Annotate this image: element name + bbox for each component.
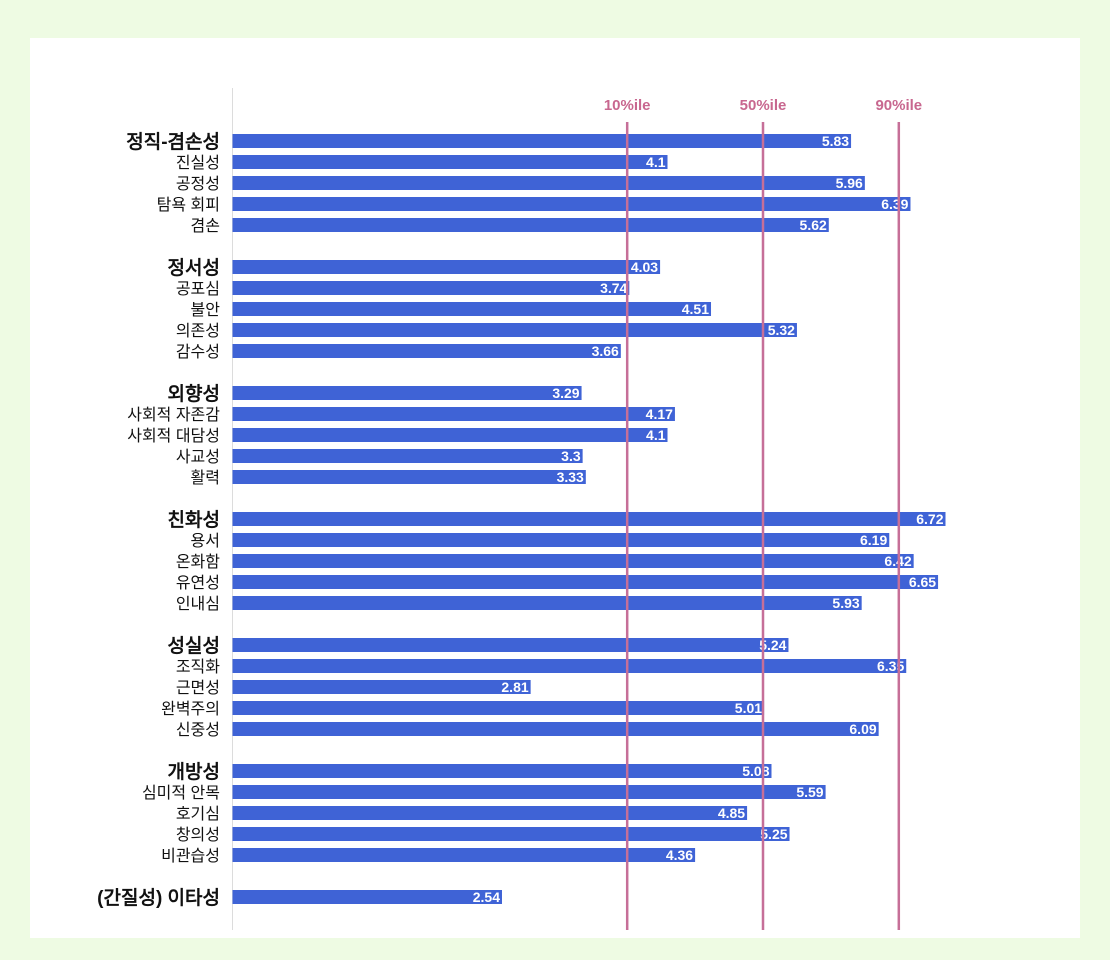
bar-value-label: 2.54: [473, 889, 500, 905]
bar-value-label: 5.62: [800, 217, 827, 233]
group-bar: [232, 890, 502, 904]
bar-value-label: 4.1: [646, 427, 666, 443]
bar-value-label: 4.51: [682, 301, 709, 317]
bar-value-label: 6.65: [909, 574, 936, 590]
bar-value-label: 4.36: [666, 847, 693, 863]
bar-value-label: 6.09: [849, 721, 876, 737]
facet-label: 겸손: [191, 217, 220, 235]
group-label: (간질성) 이타성: [97, 887, 220, 909]
facet-label: 비관습성: [161, 847, 220, 865]
group-label: 성실성: [168, 635, 220, 657]
facet-bar: [232, 848, 696, 862]
reference-line-label: 10%ile: [604, 97, 651, 114]
facet-label: 근면성: [176, 679, 220, 697]
bar-value-label: 5.59: [796, 784, 823, 800]
group-label: 친화성: [168, 509, 220, 531]
bar-value-label: 6.35: [877, 658, 904, 674]
facet-bar: [232, 722, 879, 736]
group-bar: [232, 386, 582, 400]
bar-value-label: 6.19: [860, 532, 887, 548]
bar-value-label: 3.74: [600, 280, 627, 296]
bar-value-label: 3.3: [561, 448, 581, 464]
facet-label: 사교성: [176, 448, 220, 466]
facet-label: 인내심: [176, 595, 220, 613]
bar-value-label: 3.29: [552, 385, 579, 401]
facet-bar: [232, 428, 668, 442]
bar-value-label: 5.25: [760, 826, 787, 842]
group-bar: [232, 764, 772, 778]
facet-bar: [232, 407, 675, 421]
bar-value-label: 3.66: [592, 343, 619, 359]
group-label: 정서성: [168, 257, 220, 279]
facet-bar: [232, 554, 914, 568]
facet-label: 사회적 자존감: [127, 406, 220, 424]
facet-label: 공정성: [176, 175, 220, 193]
facet-bar: [232, 323, 797, 337]
group-label: 외향성: [168, 383, 220, 405]
facet-bar: [232, 575, 939, 589]
facet-bar: [232, 680, 531, 694]
facet-label: 의존성: [176, 322, 220, 340]
facet-bar: [232, 176, 865, 190]
facet-label: 용서: [191, 532, 220, 550]
facet-label: 사회적 대담성: [127, 427, 220, 445]
facet-label: 감수성: [176, 343, 220, 361]
facet-label: 심미적 안목: [142, 784, 220, 802]
facet-label: 창의성: [176, 826, 220, 844]
facet-bar: [232, 281, 630, 295]
bar-value-label: 5.08: [742, 763, 769, 779]
facet-label: 진실성: [176, 154, 220, 172]
bar-value-label: 6.72: [916, 511, 943, 527]
bar-value-label: 5.24: [759, 637, 786, 653]
reference-line-label: 50%ile: [740, 97, 787, 114]
bar-value-label: 5.83: [822, 133, 849, 149]
facet-bar: [232, 470, 586, 484]
bar-value-label: 3.33: [557, 469, 584, 485]
facet-label: 유연성: [176, 574, 220, 592]
group-label: 개방성: [168, 761, 220, 783]
bar-value-label: 4.03: [631, 259, 658, 275]
group-label: 정직-겸손성: [126, 131, 220, 153]
facet-label: 탐욕 회피: [157, 196, 220, 214]
bar-value-label: 2.81: [501, 679, 528, 695]
facet-label: 불안: [191, 301, 221, 319]
reference-line-label: 90%ile: [875, 97, 922, 114]
facet-bar: [232, 701, 765, 715]
facet-bar: [232, 449, 583, 463]
facet-label: 신중성: [176, 721, 220, 739]
bar-value-label: 4.1: [646, 154, 666, 170]
facet-bar: [232, 302, 712, 316]
bar-value-label: 6.39: [881, 196, 908, 212]
facet-bar: [232, 596, 862, 610]
facet-bar: [232, 785, 826, 799]
group-bar: [232, 638, 789, 652]
bar-value-label: 4.17: [646, 406, 673, 422]
facet-bar: [232, 155, 668, 169]
facet-bar: [232, 533, 890, 547]
facet-label: 조직화: [176, 658, 220, 676]
bar-value-label: 5.32: [768, 322, 795, 338]
group-bar: [232, 512, 946, 526]
bar-value-label: 4.85: [718, 805, 745, 821]
facet-bar: [232, 218, 829, 232]
bar-value-label: 5.96: [836, 175, 863, 191]
bar-value-label: 5.93: [832, 595, 859, 611]
facet-bar: [232, 806, 748, 820]
facet-bar: [232, 659, 907, 673]
facet-label: 완벽주의: [161, 700, 220, 718]
facet-bar: [232, 827, 790, 841]
facet-label: 활력: [191, 469, 220, 487]
facet-label: 공포심: [176, 280, 220, 298]
group-bar: [232, 134, 852, 148]
facet-bar: [232, 344, 621, 358]
facet-bar: [232, 197, 911, 211]
bar-value-label: 5.01: [735, 700, 762, 716]
facet-label: 온화함: [176, 553, 220, 571]
facet-label: 호기심: [176, 805, 220, 823]
group-bar: [232, 260, 661, 274]
